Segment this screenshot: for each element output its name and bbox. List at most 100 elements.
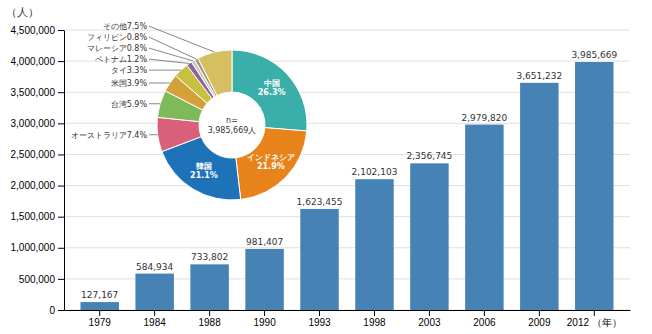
tick-mark [58,310,64,311]
axis-line [64,31,65,311]
leader-line [149,70,181,71]
tick-label: 500,000 [19,274,56,285]
leader-line [149,37,196,59]
slice [157,117,201,151]
slice-label: ベトナム1.2% [95,55,148,64]
tick-label: 1,000,000 [11,242,56,253]
tick-label: 1,500,000 [11,211,56,222]
x-tick: 2012 （年） [567,310,622,328]
slice-label: タイ3.3% [111,66,148,75]
grid-line [64,61,630,62]
tick-label: 1998 [363,317,386,328]
tick-label: 2003 [418,317,441,328]
bar [80,302,118,310]
data-label: 584,934 [136,262,173,272]
data-label: 3,985,669 [571,50,617,60]
tick-label: 1984 [144,317,167,328]
tick-mark [594,310,595,316]
x-tick: 1988 [198,310,221,328]
bar [575,62,613,310]
tick-mark [99,310,100,316]
x-tick: 1984 [144,310,167,328]
data-label: 1,623,455 [297,197,343,207]
y-tick: 0 [49,305,64,316]
data-label: 2,102,103 [352,167,398,177]
tick-mark [58,217,64,218]
y-tick: 4,500,000 [11,25,65,36]
tick-mark [539,310,540,316]
data-label: 981,407 [246,237,283,247]
slice-label: 中国26.3% [258,79,286,97]
tick-label: 3,500,000 [11,87,56,98]
x-tick: 1998 [363,310,386,328]
slice-label: インドネシア21.9% [247,153,295,171]
tick-mark [58,186,64,187]
data-label: 733,802 [191,252,228,262]
y-tick: 500,000 [19,274,64,285]
data-label: 2,979,820 [461,113,507,123]
x-tick: 2003 [418,310,441,328]
tick-mark [154,310,155,316]
bar-chart: 1979 1984 1988 1990 1993 1998 2003 2006 2009 2012… [6,6,631,328]
tick-label: 4,500,000 [11,25,56,36]
tick-mark [429,310,430,316]
tick-mark [58,92,64,93]
slice-label: その他7.5% [103,22,148,31]
tick-mark [58,61,64,62]
slice-labels: 中国26.3% インドネシア21.9% 韓国21.1% オーストラリア7.4% 台湾5.… [71,22,295,180]
tick-mark [264,310,265,316]
y-axis: 0500,0001,000,0001,500,0002,000,0002,500… [11,25,65,316]
slice-label: 米国3.9% [111,79,148,88]
tick-label: 3,000,000 [11,118,56,129]
leader-line [149,26,215,52]
slice-label: マレーシア0.8% [87,44,148,53]
x-axis: 1979 1984 1988 1990 1993 1998 2003 2006 2009 2012… [65,310,631,328]
tick-label: 2012 （年） [567,317,622,328]
slice [198,50,232,96]
chart: 1979 1984 1988 1990 1993 1998 2003 2006 2009 2012… [0,0,652,334]
x-tick: 1990 [253,310,276,328]
bar [520,83,558,310]
bar [410,163,448,310]
bar [355,179,393,310]
bar [190,264,228,310]
slice-label: 韓国21.1% [190,162,218,180]
x-tick: 2009 [528,310,551,328]
data-label: 127,167 [81,290,118,300]
tick-label: 2,000,000 [11,180,56,191]
grid-line [64,30,630,31]
tick-mark [58,123,64,124]
axis-title: （人） [6,6,39,19]
tick-label: 0 [49,305,55,316]
grid [64,30,630,310]
y-tick: 3,000,000 [11,118,65,129]
tick-mark [58,30,64,31]
slice-label: フィリピン0.8% [87,33,148,42]
y-tick: 4,000,000 [11,56,65,67]
tick-mark [58,248,64,249]
y-tick: 3,500,000 [11,87,65,98]
tick-label: 1990 [253,317,276,328]
x-tick: 1979 [89,310,112,328]
tick-mark [209,310,210,316]
slice-label: 台湾5.9% [111,100,148,109]
bars [80,62,613,310]
tick-mark [374,310,375,316]
slice-label: オーストラリア7.4% [71,131,148,140]
donut-hole [200,93,265,158]
tick-label: 1979 [89,317,112,328]
tick-mark [58,154,64,155]
leader-line [149,82,170,83]
y-tick: 1,000,000 [11,242,65,253]
bar [465,125,503,310]
data-labels: 127,167 584,934 733,802 981,407 1,623,455 2,1… [81,50,617,300]
x-tick: 2006 [473,310,496,328]
tick-label: 2006 [473,317,496,328]
tick-label: 4,000,000 [11,56,56,67]
leader-line [149,59,189,63]
tick-mark [319,310,320,316]
data-label: 2,356,745 [407,151,453,161]
tick-label: 1993 [308,317,331,328]
center-text: n=3,985,669人 [208,116,257,135]
leader-line [149,134,158,135]
